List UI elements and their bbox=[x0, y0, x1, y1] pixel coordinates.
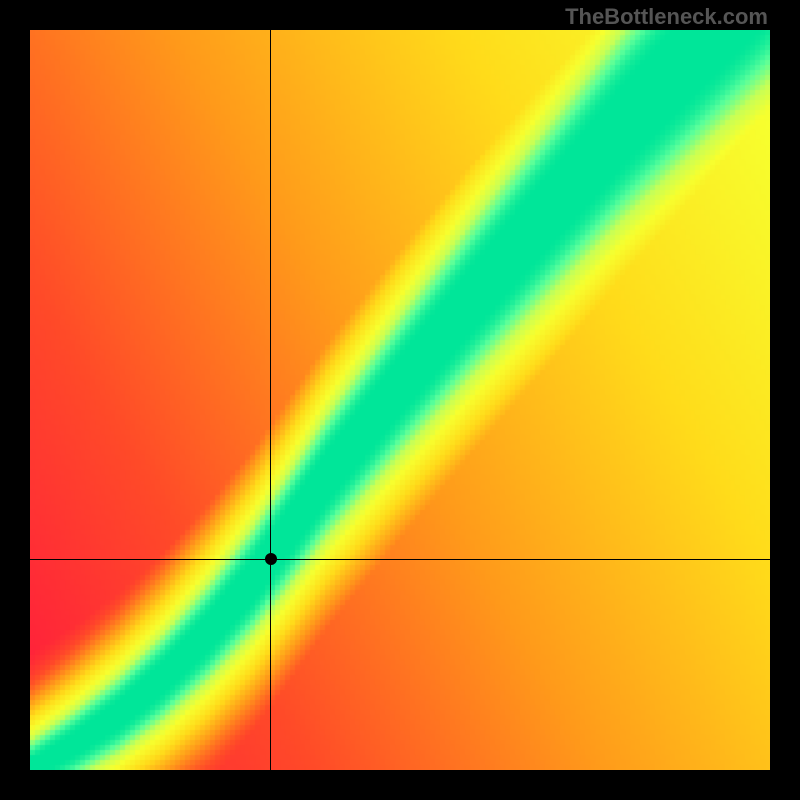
crosshair-vertical bbox=[270, 30, 271, 770]
crosshair-marker bbox=[265, 553, 277, 565]
watermark-text: TheBottleneck.com bbox=[565, 4, 768, 30]
heatmap-plot bbox=[30, 30, 770, 770]
crosshair-horizontal bbox=[30, 559, 770, 560]
heatmap-canvas bbox=[30, 30, 770, 770]
